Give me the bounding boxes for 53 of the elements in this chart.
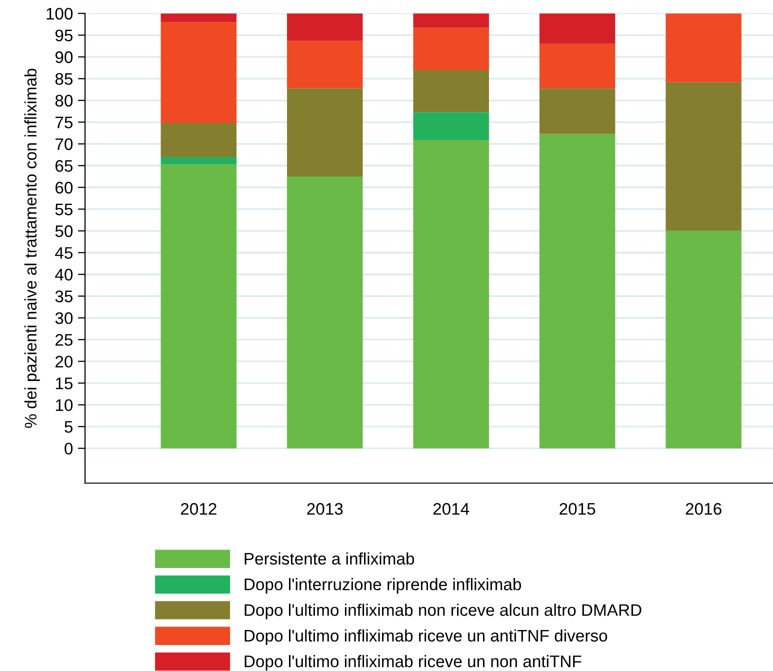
bar	[287, 88, 363, 177]
bar	[160, 164, 237, 448]
legend-label: Persistente a infliximab	[244, 552, 414, 565]
bar	[413, 70, 489, 112]
bar	[666, 82, 742, 231]
y-tick-label: 50	[55, 225, 73, 238]
y-tick-label: 40	[55, 268, 73, 281]
bar	[413, 13, 489, 28]
bar	[539, 13, 616, 44]
bar	[539, 88, 616, 134]
bar	[160, 13, 237, 22]
y-tick-label: 10	[56, 399, 73, 412]
y-tick-label: 35	[55, 290, 73, 302]
y-tick-label: 15	[56, 378, 73, 390]
y-tick-label: 100	[46, 8, 73, 20]
bar	[160, 156, 237, 164]
legend-label: Dopo l'interruzione riprende infliximab	[244, 578, 522, 594]
y-tick-label: 95	[55, 30, 73, 42]
x-tick-label: 2013	[307, 503, 343, 515]
legend-label: Dopo l'ultimo infliximab riceve un non antiTNF	[244, 655, 582, 671]
y-tick-label: 45	[55, 247, 73, 259]
bar	[666, 230, 742, 448]
x-tick-label: 2015	[560, 503, 596, 515]
y-tick-label: 20	[56, 356, 73, 368]
bar	[413, 112, 489, 140]
bar	[287, 40, 363, 88]
bar	[413, 28, 489, 70]
y-tick-label: 60	[56, 182, 73, 194]
y-tick-label: 5	[64, 421, 73, 433]
legend-label: Dopo l'ultimo infliximab riceve un antiTNF diverso	[244, 629, 608, 645]
y-tick-label: 30	[55, 312, 73, 324]
bar	[160, 123, 237, 157]
y-tick-label: 90	[55, 51, 73, 64]
x-tick-label: 2014	[433, 503, 470, 515]
y-tick-label: 75	[56, 116, 73, 128]
bar	[287, 13, 363, 41]
y-tick-label: 0	[64, 442, 73, 455]
y-tick-label: 80	[55, 94, 73, 107]
y-tick-label: 25	[56, 334, 73, 346]
y-tick-label: 65	[56, 160, 73, 172]
y-tick-label: 85	[55, 73, 73, 85]
bar	[666, 13, 742, 82]
bar	[413, 140, 489, 448]
y-tick-label: 55	[55, 204, 73, 216]
y-tick-label: 70	[56, 138, 73, 150]
legend-label: Dopo l'ultimo infliximab non riceve alcun altro DMARD	[244, 604, 642, 620]
x-tick-label: 2012	[180, 503, 216, 515]
x-tick-label: 2016	[686, 503, 722, 515]
bar	[287, 176, 363, 448]
bar	[160, 22, 237, 124]
bar	[539, 44, 616, 89]
y-axis-title: % dei pazienti naive al trattamento con infliximab	[24, 68, 40, 428]
bar	[539, 134, 616, 448]
